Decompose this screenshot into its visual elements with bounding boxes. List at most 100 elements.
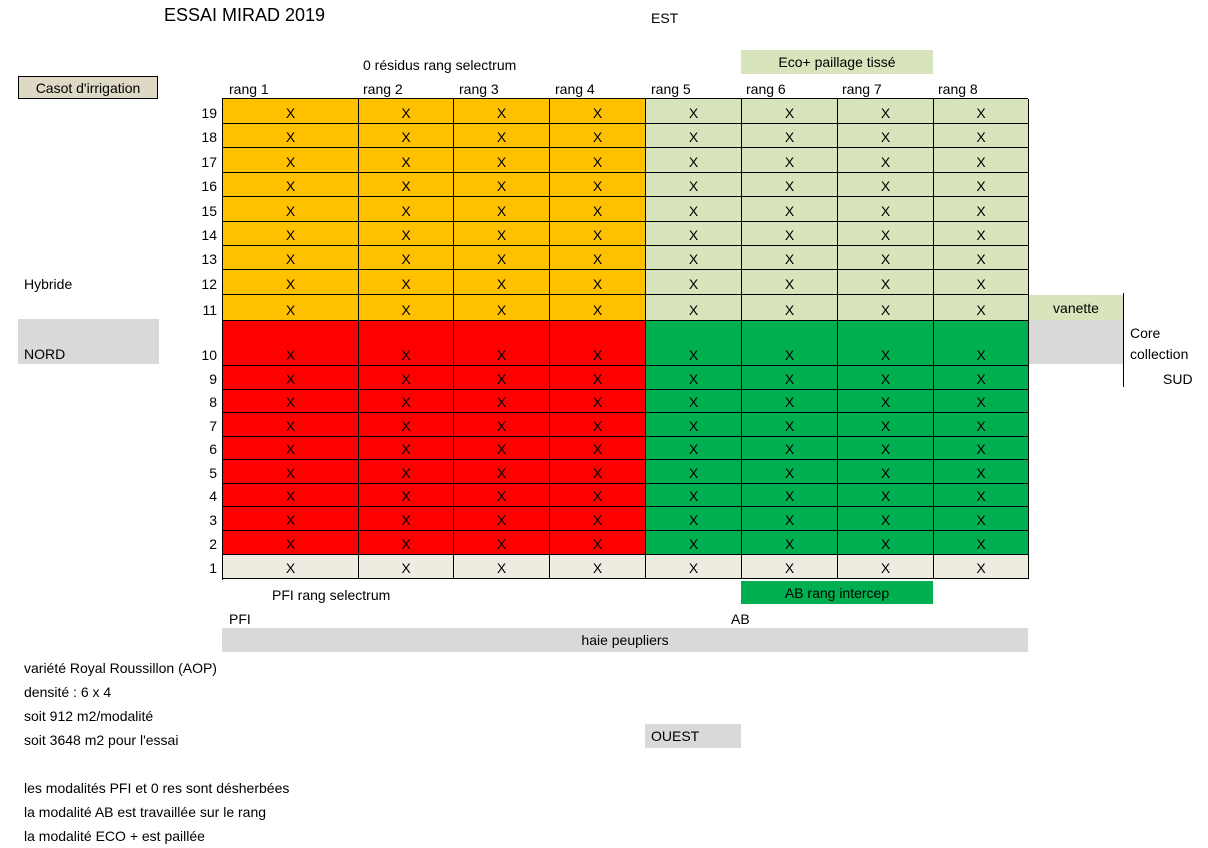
plot-cell-mark: X: [688, 203, 699, 219]
plot-cell-mark: X: [496, 129, 507, 145]
plot-cell: X: [359, 555, 454, 579]
plot-cell: X: [359, 366, 454, 390]
plot-cell-mark: X: [592, 371, 603, 387]
south-band: [1028, 320, 1124, 364]
plot-cell: X: [934, 437, 1029, 460]
plot-cell-mark: X: [784, 203, 795, 219]
plot-cell: X: [550, 99, 646, 124]
vanette-text: vanette: [1053, 299, 1099, 316]
plot-cell-mark: X: [880, 203, 891, 219]
plot-cell: X: [550, 390, 646, 413]
plot-cell-mark: X: [880, 347, 891, 363]
plot-cell-mark: X: [976, 465, 986, 481]
plot-cell: X: [223, 366, 359, 390]
plot-cell-mark: X: [496, 418, 507, 434]
plot-cell: X: [838, 173, 934, 197]
plot-cell: X: [646, 321, 742, 366]
compass-south-label: SUD: [1163, 371, 1193, 387]
plot-cell: X: [742, 246, 838, 270]
plot-cell-mark: X: [784, 418, 795, 434]
plot-cell: X: [550, 148, 646, 173]
plot-cell-mark: X: [496, 560, 507, 576]
plot-cell-mark: X: [784, 394, 795, 410]
plot-cell-mark: X: [285, 105, 296, 121]
plot-cell: X: [646, 507, 742, 531]
plot-cell: X: [934, 390, 1029, 413]
plot-cell: X: [742, 413, 838, 437]
plot-cell-mark: X: [401, 302, 411, 318]
ab-label: AB: [731, 611, 750, 627]
plot-cell-mark: X: [784, 178, 795, 194]
plot-cell: X: [646, 270, 742, 295]
plot-cell: X: [454, 507, 550, 531]
plot-cell-mark: X: [976, 302, 986, 318]
plot-cell: X: [742, 148, 838, 173]
plot-cell: X: [223, 173, 359, 197]
plot-cell-mark: X: [285, 512, 296, 528]
plot-cell-mark: X: [880, 465, 891, 481]
pfi-label: PFI: [229, 611, 251, 627]
plot-cell: X: [742, 390, 838, 413]
plot-cell: X: [550, 507, 646, 531]
row-number: 17: [201, 154, 217, 170]
plot-cell-mark: X: [496, 178, 507, 194]
plot-cell-mark: X: [784, 512, 795, 528]
note-line: densité : 6 x 4: [24, 684, 112, 700]
plot-cell-mark: X: [592, 347, 603, 363]
plot-cell: X: [454, 321, 550, 366]
plot-cell: X: [550, 555, 646, 579]
plot-cell-mark: X: [496, 441, 507, 457]
plot-cell-mark: X: [688, 154, 699, 170]
compass-west-label: OUEST: [651, 728, 700, 744]
plot-cell-mark: X: [592, 560, 603, 576]
plot-cell-mark: X: [688, 394, 699, 410]
plot-cell-mark: X: [401, 512, 411, 528]
plot-cell: X: [934, 270, 1029, 295]
plot-cell-mark: X: [784, 465, 795, 481]
plot-cell-mark: X: [784, 276, 795, 292]
plot-cell: X: [454, 270, 550, 295]
plot-cell: X: [934, 531, 1029, 555]
plot-cell: X: [646, 531, 742, 555]
group-label-zero-residus: 0 résidus rang selectrum: [363, 57, 517, 73]
plot-cell-mark: X: [784, 129, 795, 145]
plot-cell-mark: X: [285, 178, 296, 194]
plot-cell: X: [646, 460, 742, 484]
plot-cell-mark: X: [880, 154, 891, 170]
plot-cell-mark: X: [880, 394, 891, 410]
plot-cell: X: [742, 222, 838, 246]
plot-cell-mark: X: [285, 488, 296, 504]
plot-cell: X: [454, 366, 550, 390]
row-number: 13: [201, 251, 217, 267]
plot-cell: X: [454, 148, 550, 173]
plot-cell-mark: X: [285, 302, 296, 318]
plot-cell: X: [359, 99, 454, 124]
plot-cell: X: [646, 197, 742, 222]
plot-cell-mark: X: [880, 276, 891, 292]
plot-cell: X: [550, 321, 646, 366]
plot-cell: X: [646, 366, 742, 390]
row-number: 10: [201, 347, 217, 363]
plot-cell: X: [359, 173, 454, 197]
plot-cell: X: [359, 148, 454, 173]
plot-cell-mark: X: [496, 465, 507, 481]
plot-cell-mark: X: [688, 178, 699, 194]
plot-cell-mark: X: [976, 536, 986, 552]
plot-cell: X: [934, 246, 1029, 270]
plot-cell-mark: X: [976, 276, 986, 292]
plot-cell: X: [550, 222, 646, 246]
row-number: 3: [209, 512, 217, 528]
plot-cell: X: [742, 507, 838, 531]
west-band: OUEST: [645, 724, 741, 748]
plot-cell: X: [934, 321, 1029, 366]
plot-cell-mark: X: [401, 371, 411, 387]
row-number: 7: [209, 418, 217, 434]
plot-cell: X: [934, 413, 1029, 437]
plot-cell-mark: X: [784, 347, 795, 363]
plot-cell-mark: X: [496, 512, 507, 528]
plot-cell: X: [838, 222, 934, 246]
plot-cell-mark: X: [592, 227, 603, 243]
plot-cell: X: [454, 390, 550, 413]
plot-cell: X: [359, 270, 454, 295]
